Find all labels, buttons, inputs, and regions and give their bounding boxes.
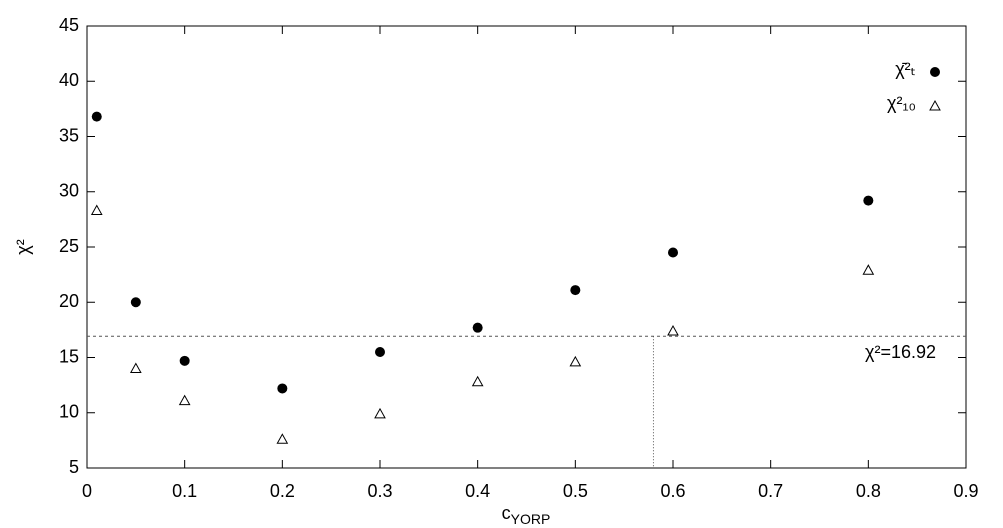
x-tick-label: 0.7 [758, 481, 783, 501]
x-tick-label: 0 [82, 481, 92, 501]
y-tick-label: 40 [59, 70, 79, 90]
point [91, 111, 102, 122]
x-tick-label: 0.9 [953, 481, 978, 501]
point [374, 407, 386, 419]
x-tick-label: 0.6 [660, 481, 685, 501]
legend-label: χ̄²ₜ [895, 59, 916, 79]
point [90, 204, 103, 216]
x-tick-label: 0.2 [270, 481, 295, 501]
x-tick-label: 0.8 [856, 481, 881, 501]
x-tick-label: 0.3 [367, 481, 392, 501]
legend-marker [930, 67, 940, 77]
point [472, 322, 483, 333]
x-tick-label: 0.1 [172, 481, 197, 501]
point [863, 195, 874, 206]
x-label-main: c [502, 503, 511, 523]
plot-frame [86, 25, 967, 469]
point [375, 346, 385, 357]
y-tick-label: 35 [59, 125, 79, 145]
legend-label: χ²₁₀ [887, 93, 916, 113]
y-tick-label: 10 [59, 402, 79, 422]
x-tick-label: 0.5 [563, 481, 588, 501]
y-tick-label: 5 [69, 457, 79, 477]
point [569, 355, 582, 367]
point [179, 355, 190, 366]
x-tick-label: 0.4 [465, 481, 490, 501]
point [277, 383, 288, 394]
point [471, 375, 484, 387]
point [178, 394, 191, 406]
x-label-sub: YORP [511, 511, 551, 527]
reference-label: χ²=16.92 [865, 342, 936, 362]
y-tick-label: 15 [59, 346, 79, 366]
point [570, 285, 581, 296]
y-tick-label: 30 [59, 181, 79, 201]
y-axis-label: χ² [13, 239, 33, 254]
point [276, 433, 289, 444]
y-tick-label: 25 [59, 236, 79, 256]
point [129, 362, 142, 374]
point [667, 324, 679, 336]
point [668, 247, 678, 258]
x-axis-label: cYORP [502, 503, 551, 527]
legend-marker [929, 99, 941, 111]
y-tick-label: 45 [59, 15, 79, 35]
point [130, 297, 141, 308]
point [862, 264, 875, 275]
y-tick-label: 20 [59, 291, 79, 311]
